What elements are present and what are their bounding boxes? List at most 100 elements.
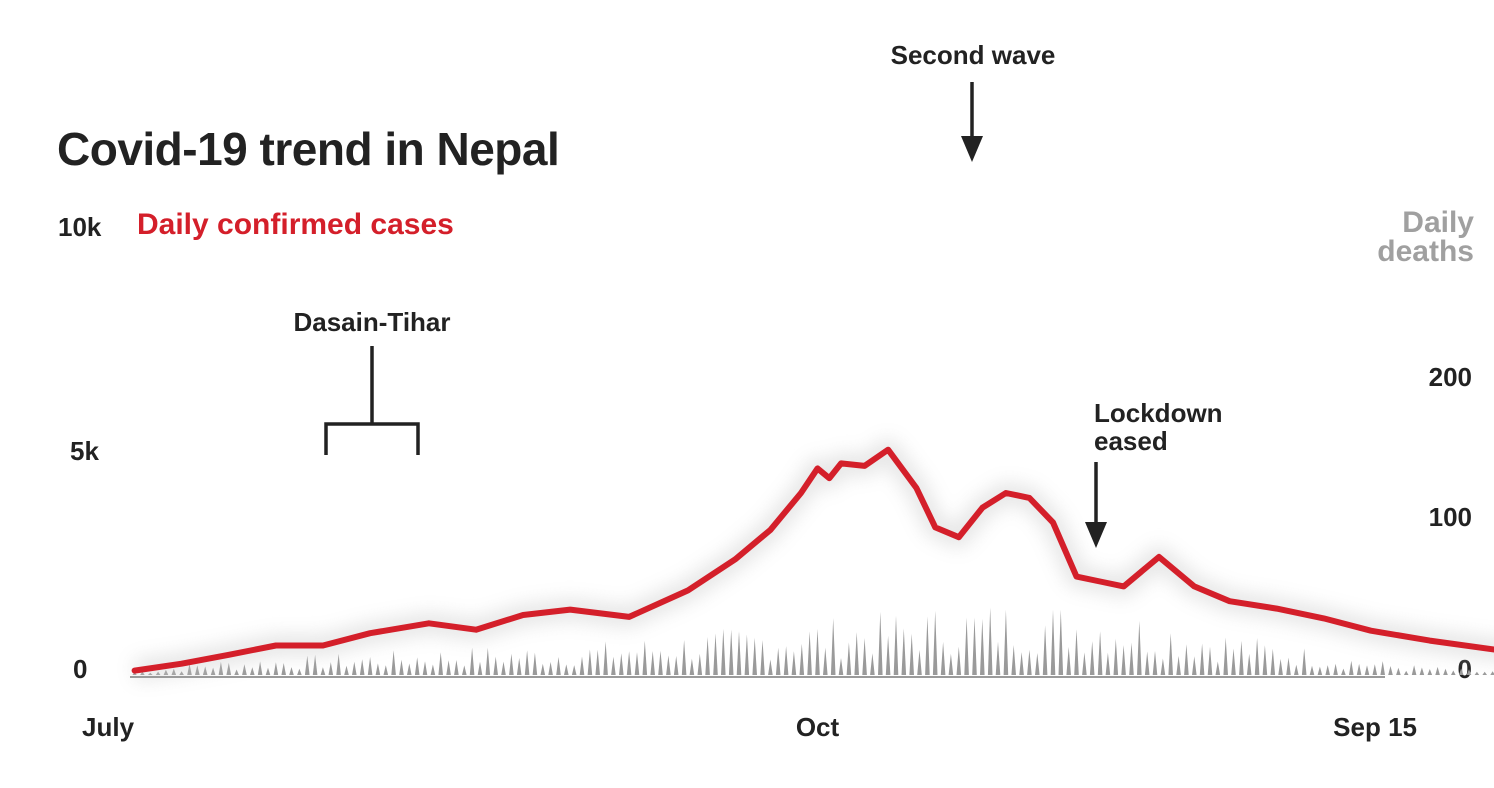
death-bar bbox=[917, 649, 922, 675]
death-bar bbox=[1278, 658, 1283, 675]
death-bar bbox=[995, 641, 1001, 675]
death-bar bbox=[1082, 652, 1087, 675]
dasain-tihar-bracket bbox=[324, 346, 420, 455]
death-bar bbox=[1050, 609, 1056, 675]
death-bar bbox=[454, 660, 459, 675]
death-bar bbox=[1223, 637, 1228, 675]
death-bar bbox=[713, 633, 718, 675]
y-left-tick-10k: 10k bbox=[58, 212, 102, 242]
death-bar bbox=[1129, 642, 1134, 675]
death-bar bbox=[885, 635, 891, 675]
deaths-legend-line2: deaths bbox=[1377, 235, 1474, 268]
death-bar bbox=[1380, 661, 1385, 675]
death-bar bbox=[1286, 657, 1291, 675]
death-bar bbox=[603, 641, 608, 675]
death-bar bbox=[242, 664, 247, 675]
cases-line bbox=[131, 446, 1494, 674]
deaths-series bbox=[132, 607, 1494, 675]
death-bar bbox=[799, 643, 805, 675]
y-right-tick-100: 100 bbox=[1429, 502, 1472, 532]
death-bar bbox=[611, 656, 616, 675]
death-bar bbox=[854, 632, 859, 675]
death-bar bbox=[846, 642, 852, 675]
death-bar bbox=[956, 646, 962, 675]
death-bar bbox=[218, 661, 224, 675]
death-bar bbox=[438, 652, 443, 675]
death-bar bbox=[422, 661, 428, 675]
death-bar bbox=[367, 657, 373, 675]
annotation-dasain-tihar: Dasain-Tihar bbox=[293, 307, 451, 455]
annotation-dasain-tihar-label: Dasain-Tihar bbox=[293, 307, 450, 337]
death-bar bbox=[352, 661, 357, 675]
death-bar bbox=[1301, 648, 1307, 675]
death-bar bbox=[1451, 670, 1456, 675]
death-bar bbox=[689, 658, 695, 675]
death-bar bbox=[1066, 647, 1071, 675]
x-axis-ticks: JulyOctJanAprJulSep 15 bbox=[82, 712, 1417, 742]
death-bar bbox=[587, 649, 593, 675]
death-bar bbox=[1364, 665, 1370, 675]
death-bar bbox=[964, 617, 969, 675]
death-bar bbox=[830, 618, 836, 675]
death-bar bbox=[1105, 652, 1111, 675]
death-bar bbox=[344, 665, 349, 675]
death-bar bbox=[564, 664, 569, 675]
death-bar bbox=[1137, 620, 1142, 675]
death-bar bbox=[297, 668, 302, 675]
death-bar bbox=[1058, 609, 1064, 675]
death-bar bbox=[642, 640, 648, 675]
death-bar bbox=[1113, 638, 1119, 675]
death-bar bbox=[862, 637, 867, 675]
death-bar bbox=[1246, 653, 1252, 675]
death-bar bbox=[273, 662, 279, 675]
death-bar bbox=[1443, 668, 1448, 675]
death-bar bbox=[1192, 656, 1197, 675]
death-bar bbox=[1349, 660, 1354, 675]
death-bar bbox=[281, 663, 286, 675]
death-bar bbox=[626, 651, 632, 675]
death-bar bbox=[972, 617, 977, 675]
death-bar bbox=[257, 661, 263, 675]
deaths-legend-line1: Daily bbox=[1402, 206, 1474, 239]
death-bar bbox=[1309, 665, 1315, 675]
annotation-second-wave-label: Second wave bbox=[891, 40, 1056, 70]
death-bar bbox=[1089, 641, 1095, 675]
death-bar bbox=[336, 653, 341, 675]
death-bar bbox=[1003, 609, 1009, 675]
death-bar bbox=[532, 652, 538, 675]
death-bar bbox=[697, 653, 703, 675]
death-bar bbox=[666, 655, 671, 675]
annotation-lockdown-line2: eased bbox=[1094, 426, 1168, 456]
death-bar bbox=[752, 637, 757, 675]
death-bar bbox=[516, 658, 522, 675]
death-bar bbox=[1411, 665, 1417, 675]
death-bar bbox=[1325, 665, 1330, 675]
death-bar bbox=[1388, 666, 1393, 675]
death-bar bbox=[901, 628, 907, 675]
second-wave-arrowhead bbox=[961, 136, 983, 162]
death-bar bbox=[1152, 650, 1158, 675]
death-bar bbox=[1176, 656, 1181, 675]
death-bar bbox=[289, 667, 294, 675]
death-bar bbox=[1231, 648, 1236, 675]
death-bar bbox=[1254, 638, 1260, 675]
death-bar bbox=[1372, 664, 1378, 675]
death-bar bbox=[1435, 666, 1440, 675]
death-bar bbox=[775, 647, 781, 675]
death-bar bbox=[1207, 646, 1213, 675]
death-bar bbox=[328, 662, 334, 675]
death-bar bbox=[359, 659, 365, 675]
death-bar bbox=[650, 651, 655, 675]
death-bar bbox=[556, 657, 561, 675]
death-bar bbox=[202, 666, 208, 675]
death-bar bbox=[948, 653, 954, 675]
death-bar bbox=[1396, 667, 1401, 675]
death-bar bbox=[1294, 664, 1299, 675]
death-bar bbox=[493, 656, 498, 675]
death-bar bbox=[1027, 649, 1032, 675]
x-tick-label: Oct bbox=[796, 712, 840, 742]
death-bar bbox=[1097, 631, 1103, 675]
death-bar bbox=[414, 657, 420, 675]
death-bar bbox=[1474, 671, 1480, 675]
